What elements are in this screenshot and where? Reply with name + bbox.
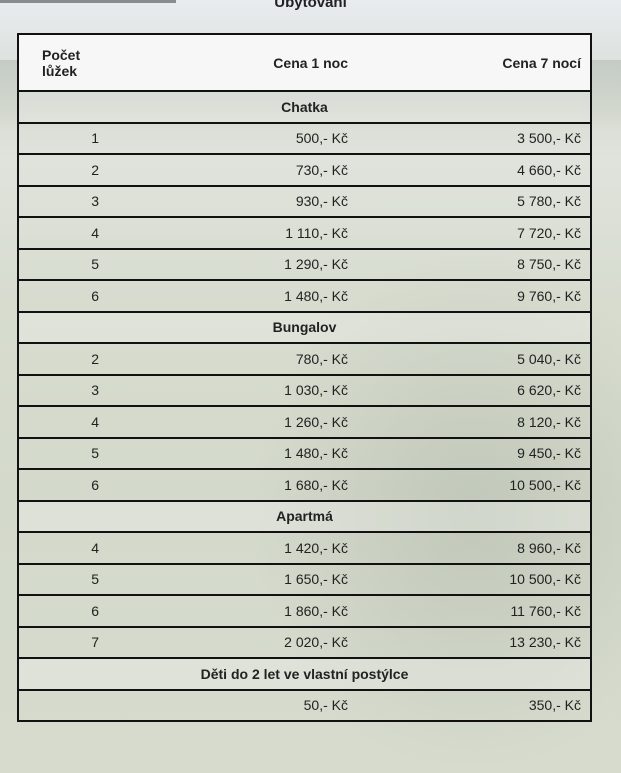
table-row: 2 780,- Kč 5 040,- Kč [18,342,591,376]
cell-price-7-nights: 9 450,- Kč [357,436,591,470]
cell-beds: 6 [18,594,107,628]
cell-price-7-nights: 11 760,- Kč [357,594,591,628]
table-row: 1 500,- Kč 3 500,- Kč [18,121,591,155]
cell-beds: 4 [18,405,107,439]
cell-price-7-nights: 5 780,- Kč [357,184,591,218]
table-row: 3 930,- Kč 5 780,- Kč [18,184,591,218]
section-row: Apartmá [18,499,591,533]
table-row: 50,- Kč 350,- Kč [18,688,591,722]
header-price-1-night: Cena 1 noc [107,33,357,92]
cell-price-1-night: 1 680,- Kč [107,468,357,502]
cell-price-1-night: 1 260,- Kč [107,405,357,439]
header-beds: Počet lůžek [18,33,107,92]
cell-price-1-night: 1 290,- Kč [107,247,357,281]
cell-beds: 2 [18,342,107,376]
cell-beds [18,688,107,722]
cell-beds: 4 [18,531,107,565]
cell-price-7-nights: 8 960,- Kč [357,531,591,565]
cell-price-1-night: 1 860,- Kč [107,594,357,628]
cell-beds: 6 [18,279,107,313]
cell-price-7-nights: 10 500,- Kč [357,562,591,596]
cell-price-7-nights: 4 660,- Kč [357,153,591,187]
cell-price-1-night: 1 110,- Kč [107,216,357,250]
table-row: 2 730,- Kč 4 660,- Kč [18,153,591,187]
cell-beds: 7 [18,625,107,659]
section-row: Chatka [18,90,591,124]
table-header: Počet lůžek Cena 1 noc Cena 7 nocí [18,33,591,92]
cell-beds: 6 [18,468,107,502]
cell-price-7-nights: 8 120,- Kč [357,405,591,439]
cell-price-7-nights: 6 620,- Kč [357,373,591,407]
price-table: Počet lůžek Cena 1 noc Cena 7 nocí Chatk… [17,33,592,722]
cell-beds: 3 [18,184,107,218]
cell-beds: 2 [18,153,107,187]
cell-price-1-night: 1 480,- Kč [107,279,357,313]
cell-price-1-night: 500,- Kč [107,121,357,155]
cell-price-7-nights: 13 230,- Kč [357,625,591,659]
section-name: Děti do 2 let ve vlastní postýlce [18,657,591,691]
cell-price-1-night: 1 650,- Kč [107,562,357,596]
cell-price-1-night: 1 480,- Kč [107,436,357,470]
cell-price-1-night: 50,- Kč [107,688,357,722]
cell-price-7-nights: 10 500,- Kč [357,468,591,502]
cell-price-1-night: 780,- Kč [107,342,357,376]
cell-price-7-nights: 8 750,- Kč [357,247,591,281]
cell-price-1-night: 2 020,- Kč [107,625,357,659]
cell-beds: 5 [18,247,107,281]
cell-beds: 4 [18,216,107,250]
section-row: Bungalov [18,310,591,344]
cell-beds: 5 [18,436,107,470]
cell-price-7-nights: 350,- Kč [357,688,591,722]
cell-beds: 5 [18,562,107,596]
section-name: Apartmá [18,499,591,533]
cell-price-1-night: 730,- Kč [107,153,357,187]
cell-price-7-nights: 9 760,- Kč [357,279,591,313]
section-row: Děti do 2 let ve vlastní postýlce [18,657,591,691]
cell-price-7-nights: 5 040,- Kč [357,342,591,376]
cell-beds: 1 [18,121,107,155]
cell-beds: 3 [18,373,107,407]
section-name: Bungalov [18,310,591,344]
section-name: Chatka [18,90,591,124]
cell-price-1-night: 930,- Kč [107,184,357,218]
cell-price-1-night: 1 030,- Kč [107,373,357,407]
page-title: Ubytování [274,0,347,11]
cell-price-1-night: 1 420,- Kč [107,531,357,565]
header-price-7-nights: Cena 7 nocí [357,33,591,92]
cell-price-7-nights: 3 500,- Kč [357,121,591,155]
top-bar [0,0,176,3]
cell-price-7-nights: 7 720,- Kč [357,216,591,250]
